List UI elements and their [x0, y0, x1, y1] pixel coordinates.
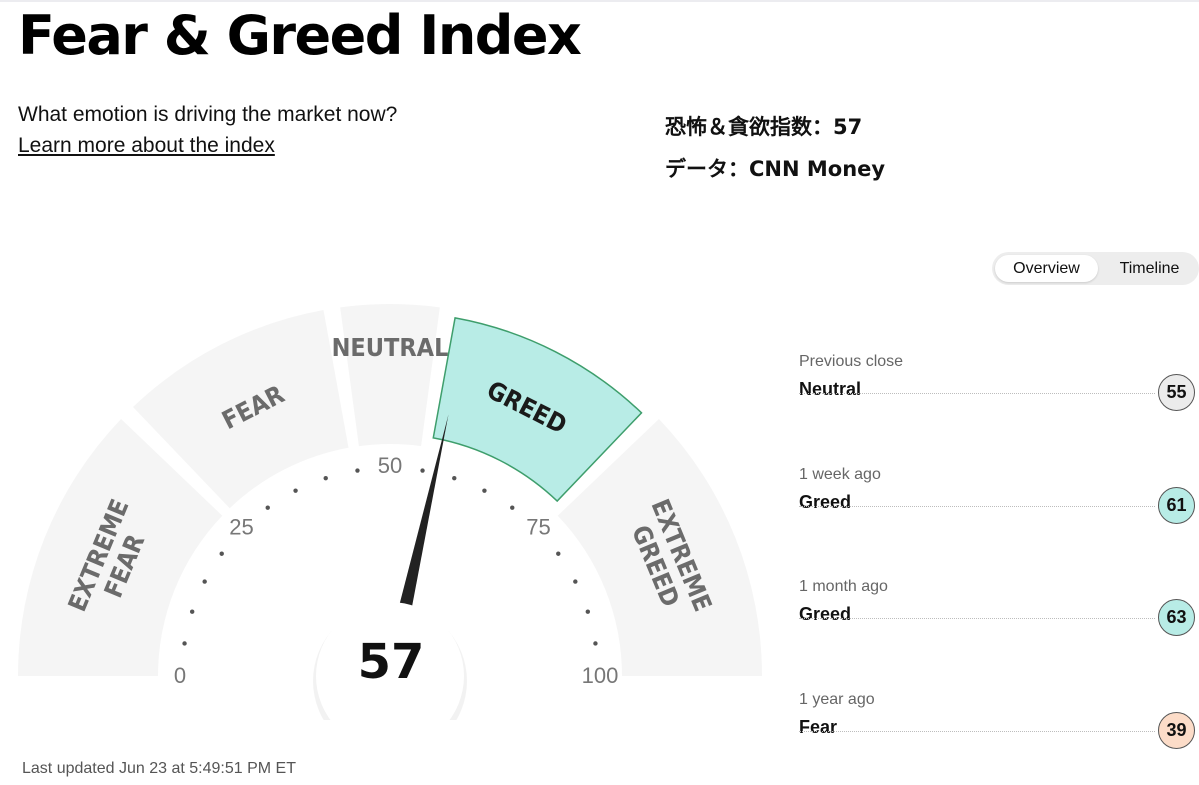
history-leader-line [799, 393, 1155, 394]
history-period: Previous close [799, 353, 904, 370]
gauge-dot [510, 505, 515, 510]
history-label: Fear [799, 717, 838, 737]
history-period: 1 year ago [799, 691, 875, 708]
history-row-1-month-ago: 1 month ago Greed 63 [799, 578, 1195, 644]
gauge-dot [585, 609, 591, 614]
top-border [0, 0, 1199, 2]
gauge-zone-extreme-greed [557, 418, 762, 676]
gauge-score: 57 [357, 634, 425, 690]
toggle-timeline[interactable]: Timeline [1119, 260, 1180, 277]
gauge-dot [593, 641, 598, 646]
history-label: Greed [799, 604, 852, 624]
gauge-tick-label: 100 [582, 663, 619, 688]
history-leader-line [799, 731, 1155, 732]
gauge-dot [202, 579, 207, 584]
page-subtitle: What emotion is driving the market now? [18, 103, 398, 126]
gauge-hub [316, 602, 464, 720]
gauge-zone-label-neutral: NEUTRAL [332, 333, 449, 362]
history-score-badge: 55 [1158, 374, 1195, 411]
history-period: 1 week ago [799, 466, 881, 483]
history-label: Neutral [799, 379, 862, 399]
history-period: 1 month ago [799, 578, 888, 595]
history-score-badge: 63 [1158, 599, 1195, 636]
gauge-zone-extreme-fear [18, 418, 223, 676]
gauge-dot [452, 475, 457, 481]
learn-more-link[interactable]: Learn more about the index [18, 134, 275, 157]
source-annotation: データ：CNN Money [665, 157, 886, 181]
gauge-tick-label: 50 [378, 453, 402, 478]
gauge-dot [355, 468, 360, 473]
gauge-needle [398, 414, 449, 612]
gauge-tick-label: 0 [174, 663, 186, 688]
history-label: Greed [799, 492, 852, 512]
gauge-dot [482, 488, 487, 493]
gauge-zone-neutral [340, 304, 440, 447]
history-score-badge: 61 [1158, 487, 1195, 524]
history-row-previous-close: Previous close Neutral 55 [799, 353, 1195, 419]
history-leader-line [799, 506, 1155, 507]
gauge-zone-greed [432, 316, 643, 503]
history-score-badge: 39 [1158, 712, 1195, 749]
gauge-dot [265, 505, 270, 510]
gauge-zone-fear [132, 309, 349, 509]
history-leader-line [799, 618, 1155, 619]
gauge-dot [556, 551, 561, 556]
last-updated: Last updated Jun 23 at 5:49:51 PM ET [22, 760, 296, 777]
gauge-dot [219, 551, 224, 556]
history-row-1-week-ago: 1 week ago Greed 61 [799, 466, 1195, 532]
index-annotation: 恐怖＆貪欲指数：57 [665, 115, 863, 139]
gauge-dot [293, 488, 298, 493]
gauge-dot [420, 468, 425, 473]
toggle-overview[interactable]: Overview [995, 255, 1098, 282]
gauge-tick-label: 75 [526, 515, 550, 540]
gauge-dot [323, 475, 328, 481]
gauge-tick-label: 25 [229, 515, 253, 540]
gauge-dot [182, 641, 187, 646]
fear-greed-gauge: EXTREMEFEARFEARNEUTRALGREEDEXTREMEGREED0… [18, 304, 762, 720]
view-toggle: Overview Timeline [992, 252, 1199, 285]
page-title: Fear & Greed Index [18, 4, 582, 67]
gauge-dot [573, 579, 578, 584]
gauge-dot [189, 609, 195, 614]
history-row-1-year-ago: 1 year ago Fear 39 [799, 691, 1195, 757]
